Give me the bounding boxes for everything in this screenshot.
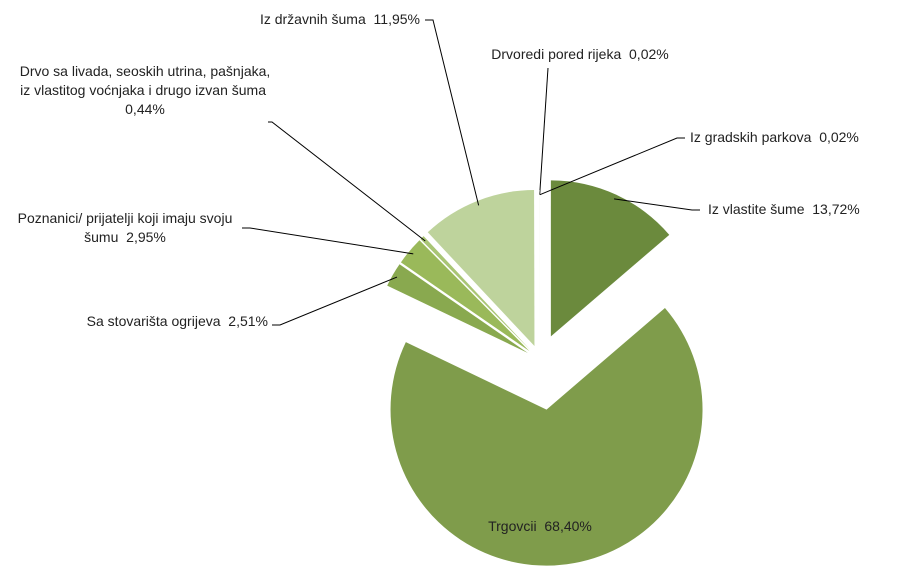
slice-name: Iz gradskih parkova (690, 129, 812, 145)
pie-slice (550, 180, 670, 337)
slice-value: 68,40% (544, 518, 592, 534)
pie-slice (387, 264, 528, 353)
slice-name: Drvoredi pored rijeka (491, 46, 622, 62)
leader-line (539, 67, 549, 195)
slice-name: Iz vlastite šume (708, 201, 805, 217)
pie-slice (400, 240, 530, 352)
slice-label: Poznanici/ prijatelji koji imaju svoju š… (0, 209, 250, 247)
slice-value: 13,72% (812, 201, 860, 217)
slice-label: Trgovcii 68,40% (420, 517, 660, 536)
leader-line (614, 198, 700, 211)
slice-name: Poznanici/ prijatelji koji imaju svoju š… (17, 210, 233, 245)
leader-line (242, 227, 414, 255)
slice-value: 11,95% (373, 11, 420, 27)
slice-value: 0,44% (125, 101, 165, 117)
slice-label: Iz gradskih parkova 0,02% (690, 128, 905, 147)
slice-value: 0,02% (629, 46, 669, 62)
slice-label: Iz državnih šuma 11,95% (170, 10, 420, 29)
pie-slice (427, 190, 535, 347)
leader-line (272, 276, 398, 326)
slice-value: 0,02% (819, 129, 859, 145)
slice-label: Iz vlastite šume 13,72% (708, 200, 906, 219)
slice-label: Drvo sa livada, seoskih utrina, pašnjaka… (15, 62, 275, 119)
slice-name: Drvo sa livada, seoskih utrina, pašnjaka… (19, 63, 271, 98)
slice-name: Sa stovarišta ogrijeva (86, 313, 221, 329)
leader-line (268, 121, 426, 242)
leader-line (425, 19, 480, 206)
slice-name: Trgovcii (488, 518, 537, 534)
pie-slice (420, 236, 531, 350)
pie-slice (390, 308, 703, 566)
slice-value: 2,51% (228, 313, 268, 329)
slice-label: Sa stovarišta ogrijeva 2,51% (18, 312, 268, 331)
slice-value: 2,95% (126, 229, 166, 245)
leader-line (539, 137, 685, 196)
slice-label: Drvoredi pored rijeka 0,02% (460, 45, 700, 64)
slice-name: Iz državnih šuma (259, 11, 366, 27)
